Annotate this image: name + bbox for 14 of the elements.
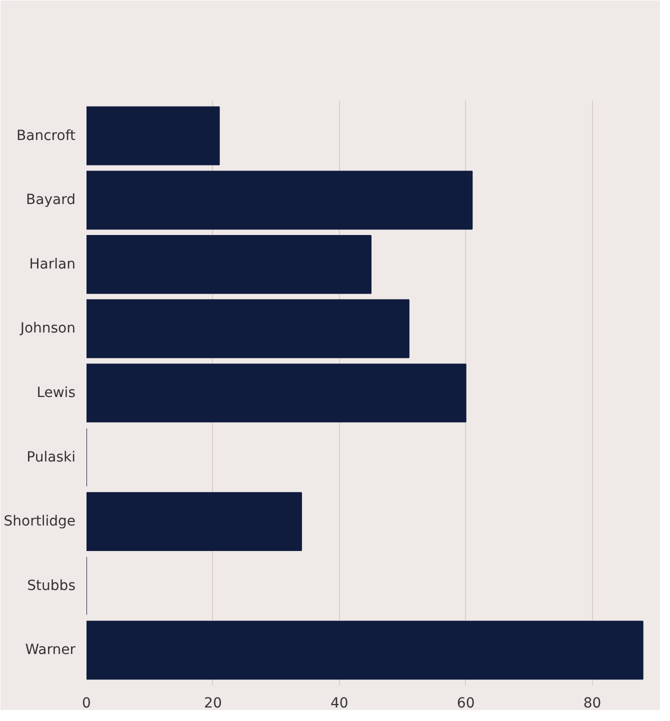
y-tick-label: Shortlidge — [4, 514, 76, 530]
y-tick-label: Johnson — [19, 320, 76, 337]
x-tick-label: 0 — [82, 696, 91, 712]
y-tick-label: Warner — [25, 642, 76, 658]
x-tick-label: 60 — [456, 696, 475, 712]
y-tick-label: Stubbs — [27, 578, 76, 594]
y-tick-label: Harlan — [29, 256, 76, 272]
y-tick-label: Pulaski — [26, 449, 76, 466]
y-tick-label: Lewis — [36, 385, 76, 401]
x-tick-label: 80 — [583, 696, 602, 712]
y-tick-label: Bayard — [26, 192, 76, 208]
x-tick-label: 40 — [330, 696, 348, 712]
x-tick-label: 20 — [204, 696, 222, 712]
y-tick-label: Bancroft — [16, 128, 76, 144]
